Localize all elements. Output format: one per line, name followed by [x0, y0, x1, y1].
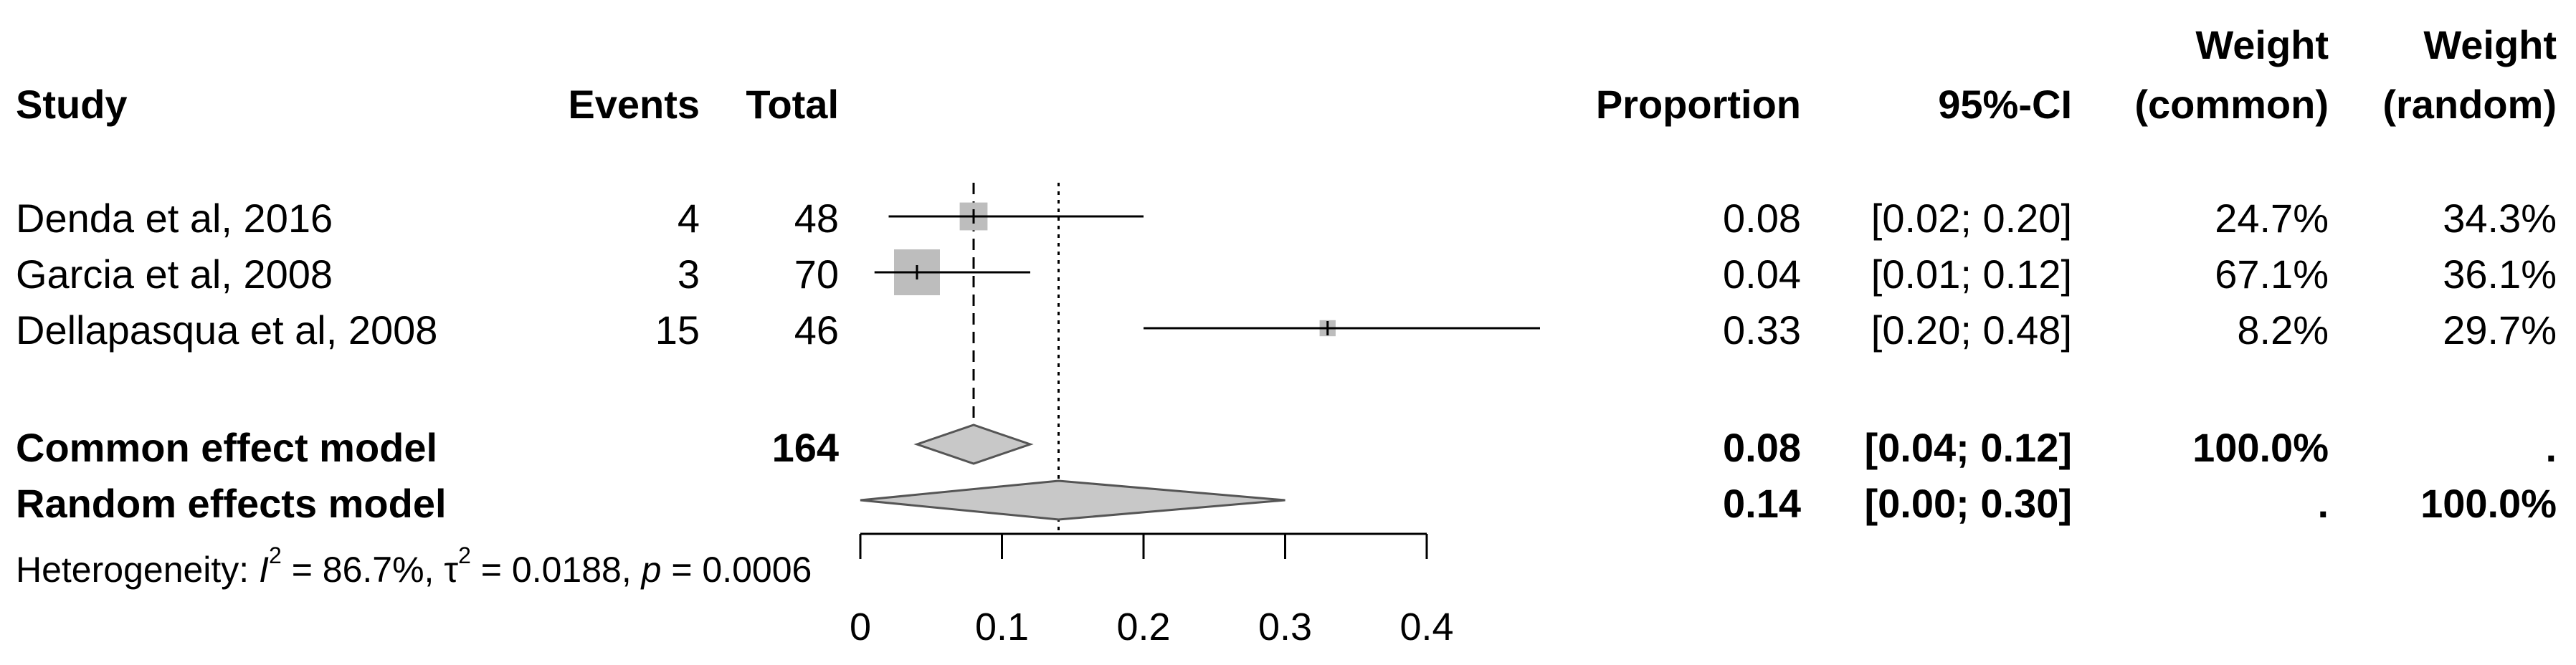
study-weight-random: 36.1% [2443, 252, 2557, 297]
header-study: Study [16, 82, 128, 127]
common-model-name: Common effect model [16, 425, 438, 470]
random-effects-diamond [860, 479, 1285, 521]
header-weight-common-line2: (common) [2134, 82, 2329, 127]
study-proportion: 0.08 [1723, 196, 1801, 241]
study-total: 48 [794, 196, 839, 241]
heterogeneity-text: Heterogeneity: I2 = 86.7%, τ2 = 0.0188, … [16, 544, 812, 590]
study-total: 46 [794, 307, 839, 353]
het-tau-symbol: τ [444, 550, 459, 590]
random-model-weight-random: 100.0% [2420, 481, 2557, 526]
study-proportion: 0.33 [1723, 307, 1801, 353]
study-events: 4 [677, 196, 700, 241]
common-model-weight-random: . [2545, 425, 2557, 470]
x-axis-tick-label: 0.4 [1399, 606, 1453, 649]
common-model-weight-common: 100.0% [2192, 425, 2329, 470]
study-events: 15 [655, 307, 700, 353]
x-axis-tick-label: 0.2 [1116, 606, 1170, 649]
header-events: Events [568, 82, 700, 127]
study-ci: [0.20; 0.48] [1871, 307, 2072, 353]
study-total: 70 [794, 252, 839, 297]
het-i-symbol: I [259, 550, 269, 590]
x-axis-tick-label: 0 [850, 606, 871, 649]
study-weight-random: 34.3% [2443, 196, 2557, 241]
het-tau-sup: 2 [458, 542, 471, 568]
header-weight-common-line1: Weight [2195, 22, 2329, 67]
random-model-name: Random effects model [16, 481, 447, 526]
x-axis-tick-label: 0.3 [1258, 606, 1312, 649]
common-model-total: 164 [771, 425, 839, 470]
random-model-weight-common: . [2317, 481, 2329, 526]
header-weight-random-line1: Weight [2423, 22, 2557, 67]
study-weight-common: 24.7% [2215, 196, 2329, 241]
x-axis-tick-label: 0.1 [975, 606, 1029, 649]
study-proportion: 0.04 [1723, 252, 1801, 297]
header-total: Total [746, 82, 839, 127]
common-model-proportion: 0.08 [1723, 425, 1801, 470]
study-events: 3 [677, 252, 700, 297]
header-weight-random-line2: (random) [2382, 82, 2557, 127]
random-model-proportion: 0.14 [1723, 481, 1801, 526]
het-prefix: Heterogeneity: [16, 550, 260, 590]
random-model-ci: [0.00; 0.30] [1864, 481, 2073, 526]
study-weight-common: 67.1% [2215, 252, 2329, 297]
het-i-sup: 2 [269, 542, 282, 568]
het-p-symbol: p [641, 550, 662, 590]
header-ci: 95%-CI [1938, 82, 2072, 127]
study-ci: [0.01; 0.12] [1871, 252, 2072, 297]
het-p-value: = 0.0006 [661, 550, 812, 590]
het-i2-value: = 86.7%, [281, 550, 445, 590]
study-ci: [0.02; 0.20] [1871, 196, 2072, 241]
het-tau2-value: = 0.0188, [470, 550, 642, 590]
study-name: Garcia et al, 2008 [16, 252, 333, 297]
study-weight-common: 8.2% [2237, 307, 2329, 353]
study-weight-random: 29.7% [2443, 307, 2557, 353]
common-effect-diamond [913, 424, 1034, 465]
common-model-ci: [0.04; 0.12] [1864, 425, 2073, 470]
study-name: Dellapasqua et al, 2008 [16, 307, 438, 353]
study-name: Denda et al, 2016 [16, 196, 333, 241]
header-proportion: Proportion [1595, 82, 1801, 127]
